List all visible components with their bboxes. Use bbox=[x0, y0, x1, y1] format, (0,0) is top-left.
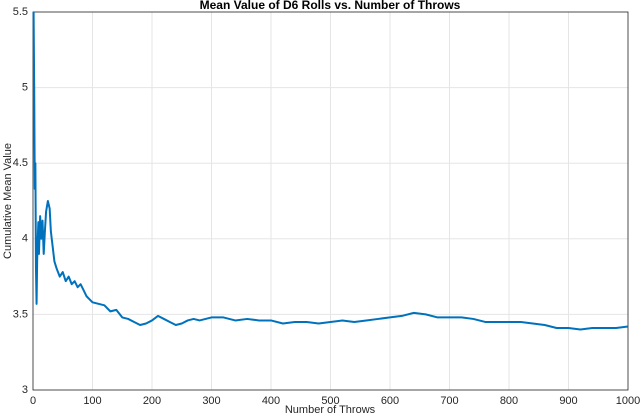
x-tick-label: 1000 bbox=[616, 395, 640, 407]
y-axis-label: Cumulative Mean Value bbox=[2, 143, 14, 259]
plot-frame bbox=[32, 11, 629, 391]
data-line bbox=[32, 11, 629, 331]
y-tick-label: 5.5 bbox=[13, 6, 28, 18]
x-tick-label: 800 bbox=[500, 395, 518, 407]
y-tick-label: 4 bbox=[22, 233, 28, 245]
x-tick-label: 100 bbox=[83, 395, 101, 407]
x-tick-label: 900 bbox=[559, 395, 577, 407]
y-tick-label: 3.5 bbox=[13, 308, 28, 320]
y-tick-label: 4.5 bbox=[13, 157, 28, 169]
x-tick-label: 300 bbox=[202, 395, 220, 407]
x-tick-label: 400 bbox=[262, 395, 280, 407]
chart-title: Mean Value of D6 Rolls vs. Number of Thr… bbox=[200, 0, 461, 12]
x-tick-label: 500 bbox=[321, 395, 339, 407]
y-tick-label: 3 bbox=[22, 384, 28, 396]
x-tick-label: 200 bbox=[143, 395, 161, 407]
y-tick-label: 5 bbox=[22, 82, 28, 94]
x-tick-label: 700 bbox=[440, 395, 458, 407]
x-tick-label: 0 bbox=[30, 395, 36, 407]
x-tick-label: 600 bbox=[381, 395, 399, 407]
x-axis-label: Number of Throws bbox=[285, 404, 376, 416]
